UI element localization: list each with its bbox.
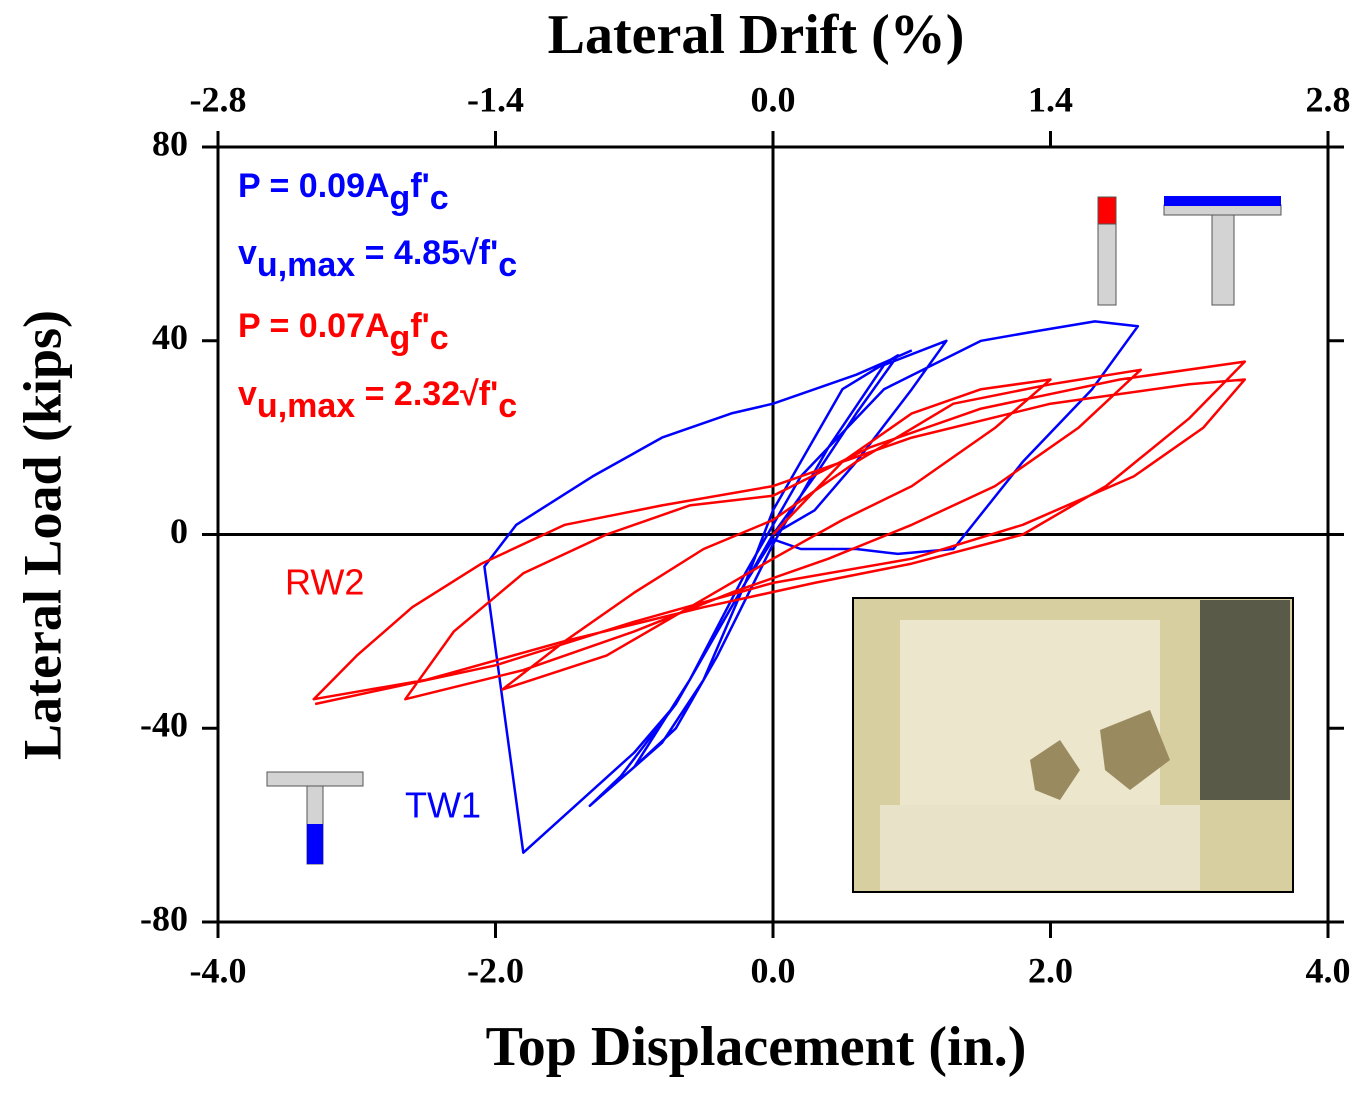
x-tick-label: -2.0 xyxy=(467,950,524,990)
subscript: c xyxy=(430,319,449,357)
x2-tick-label: -1.4 xyxy=(467,79,524,119)
subscript: g xyxy=(390,319,411,357)
y-tick-label: 40 xyxy=(152,317,188,357)
annotation-text: = 4.85√f' xyxy=(355,234,498,272)
annotation-text: f' xyxy=(410,307,429,345)
x-tick-label: 4.0 xyxy=(1306,950,1351,990)
annotation-text: v xyxy=(238,375,257,413)
x2-tick-label: -2.8 xyxy=(190,79,247,119)
x2-tick-label: 1.4 xyxy=(1028,79,1073,119)
series-label: RW2 xyxy=(285,562,364,603)
photo-inset xyxy=(852,597,1294,893)
annotation: vu,max = 2.32√f'c xyxy=(238,375,517,425)
annotation-text: P = 0.09A xyxy=(238,167,390,205)
annotation-text: f' xyxy=(410,167,429,205)
y-tick-label: -80 xyxy=(140,898,188,938)
x2-tick-label: 2.8 xyxy=(1306,79,1351,119)
x2-tick-label: 0.0 xyxy=(751,79,796,119)
y-axis-title: Lateral Load (kips) xyxy=(12,310,72,760)
y-tick-label: 80 xyxy=(152,123,188,163)
annotation-text: P = 0.07A xyxy=(238,307,390,345)
y-tick-label: -40 xyxy=(140,705,188,745)
subscript: c xyxy=(498,387,517,425)
annotation: vu,max = 4.85√f'c xyxy=(238,234,517,284)
section-icons xyxy=(266,196,1282,865)
y-tick-label: 0 xyxy=(170,511,188,551)
series-line xyxy=(312,360,1247,706)
x-tick-label: -4.0 xyxy=(190,950,247,990)
subscript: u,max xyxy=(257,246,355,284)
series-line xyxy=(483,320,1140,854)
subscript: g xyxy=(390,179,411,217)
x-axis-title: Top Displacement (in.) xyxy=(486,1016,1027,1078)
x-tick-label: 2.0 xyxy=(1028,950,1073,990)
annotation: P = 0.09Agf'c xyxy=(238,167,449,217)
subscript: u,max xyxy=(257,387,355,425)
annotation-text: v xyxy=(238,234,257,272)
chart-title: Lateral Drift (%) xyxy=(548,4,965,66)
series-label: TW1 xyxy=(405,785,481,826)
subscript: c xyxy=(498,246,517,284)
x-tick-label: 0.0 xyxy=(751,950,796,990)
annotation-text: = 2.32√f' xyxy=(355,375,498,413)
subscript: c xyxy=(430,179,449,217)
annotation: P = 0.07Agf'c xyxy=(238,307,449,357)
